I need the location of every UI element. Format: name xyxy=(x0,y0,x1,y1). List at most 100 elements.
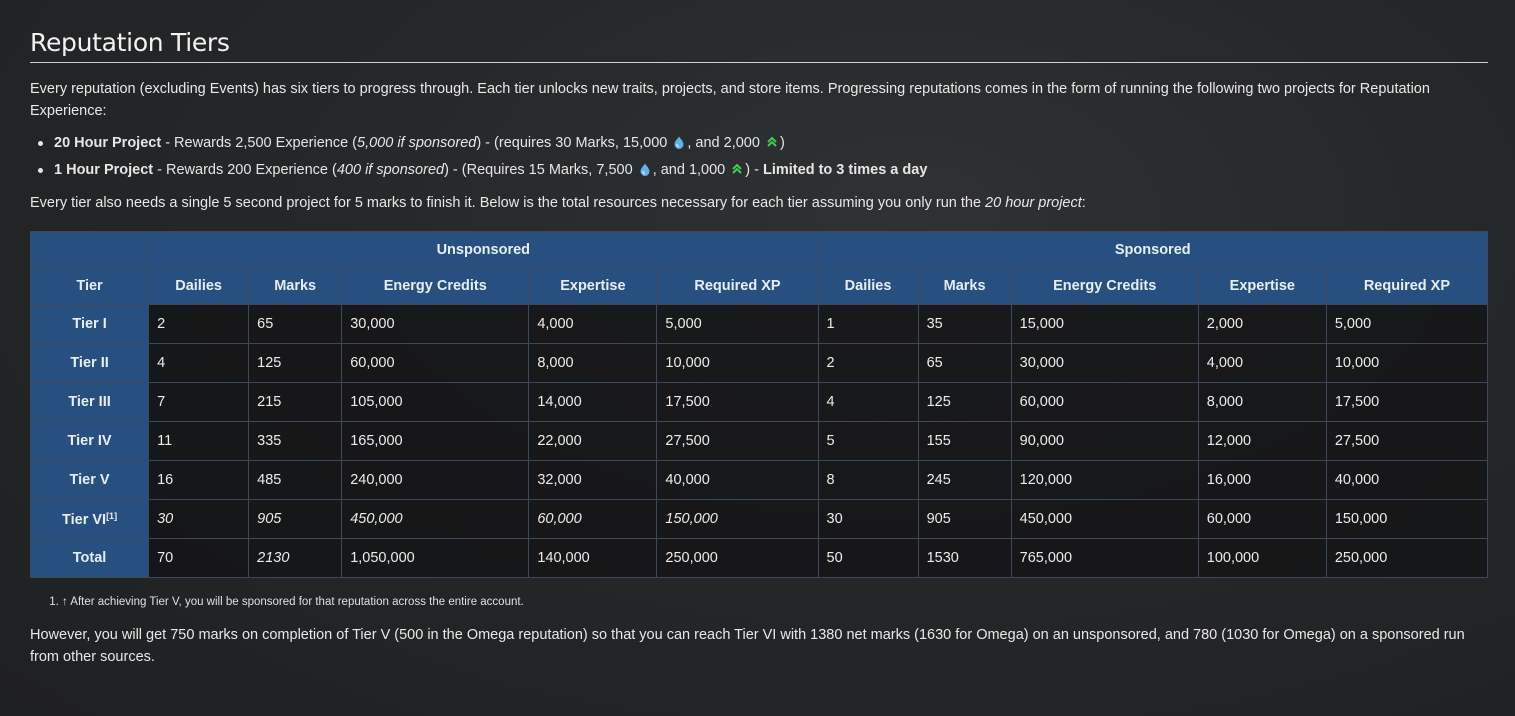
tier-note-paragraph: Every tier also needs a single 5 second … xyxy=(30,192,1488,214)
project-and: , and 1,000 xyxy=(652,162,730,178)
table-cell: 10,000 xyxy=(1325,343,1489,383)
table-cell: 765,000 xyxy=(1010,538,1199,578)
project-item-1-hour: 1 Hour Project - Rewards 200 Experience … xyxy=(38,157,1488,184)
footnote-ref[interactable]: [1] xyxy=(106,510,118,521)
column-header: Marks xyxy=(248,267,343,305)
table-cell: 250,000 xyxy=(1325,538,1489,578)
tier-label-text: Tier I xyxy=(72,316,107,332)
table-cell: 1530 xyxy=(917,538,1012,578)
table-cell: 155 xyxy=(917,421,1012,461)
tier-label: Tier III xyxy=(29,382,150,422)
table-cell: 35 xyxy=(917,304,1012,344)
project-name: 20 Hour Project xyxy=(54,135,162,151)
table-cell: 335 xyxy=(248,421,343,461)
table-cell: 27,500 xyxy=(1325,421,1489,461)
table-cell: 17,500 xyxy=(656,382,819,422)
tier-label-text: Tier V xyxy=(69,472,110,488)
tier-label: Tier I xyxy=(29,304,150,344)
table-cell: 5 xyxy=(817,421,919,461)
column-header: Marks xyxy=(917,267,1012,305)
table-cell: 60,000 xyxy=(1197,499,1327,539)
footnote-item: ↑ After achieving Tier V, you will be sp… xyxy=(62,594,1488,610)
project-requires: ) - (Requires 15 Marks, 7,500 xyxy=(444,162,637,178)
table-cell: 15,000 xyxy=(1010,304,1199,344)
table-cell: 32,000 xyxy=(528,460,658,500)
table-cell: 27,500 xyxy=(656,421,819,461)
table-cell: 14,000 xyxy=(528,382,658,422)
table-cell: 60,000 xyxy=(1010,382,1199,422)
table-cell: 4,000 xyxy=(528,304,658,344)
tier-label-text: Tier II xyxy=(70,355,109,371)
project-limit: Limited to 3 times a day xyxy=(763,162,928,178)
tier-label: Total xyxy=(29,538,150,578)
table-cell: 2130 xyxy=(248,538,343,578)
column-header: Energy Credits xyxy=(1010,267,1199,305)
project-close: ) xyxy=(779,135,785,151)
table-cell: 12,000 xyxy=(1197,421,1327,461)
intro-paragraph: Every reputation (excluding Events) has … xyxy=(30,81,1430,119)
tier-label-text: Tier IV xyxy=(67,433,112,449)
table-cell: 60,000 xyxy=(341,343,530,383)
table-cell: 5,000 xyxy=(1325,304,1489,344)
table-cell: 8,000 xyxy=(1197,382,1327,422)
table-cell: 165,000 xyxy=(341,421,530,461)
table-cell: 120,000 xyxy=(1010,460,1199,500)
column-header: Required XP xyxy=(1325,267,1489,305)
sponsored-header: Sponsored xyxy=(817,231,1489,268)
table-cell: 4 xyxy=(817,382,919,422)
project-rewards: - Rewards 200 Experience ( xyxy=(153,162,337,178)
table-cell: 240,000 xyxy=(341,460,530,500)
tier-label-text: Tier VI xyxy=(62,511,107,528)
table-cell: 50 xyxy=(817,538,919,578)
tier-note-emphasis: 20 hour project xyxy=(985,195,1082,211)
table-cell: 150,000 xyxy=(1325,499,1489,539)
section-heading: Reputation Tiers xyxy=(30,28,1488,63)
table-row: Tier VI[1] 30 905 450,000 60,000 150,000 30 905… xyxy=(29,499,1489,539)
table-cell: 125 xyxy=(248,343,343,383)
table-cell: 8,000 xyxy=(528,343,658,383)
unsponsored-header: Unsponsored xyxy=(148,231,819,268)
table-cell: 140,000 xyxy=(528,538,658,578)
table-cell: 30 xyxy=(148,499,250,539)
table-cell: 485 xyxy=(248,460,343,500)
column-header-row: Tier Dailies Marks Energy Credits Expert… xyxy=(29,267,1489,305)
table-cell: 2,000 xyxy=(1197,304,1327,344)
column-header: Expertise xyxy=(528,267,658,305)
table-cell: 30 xyxy=(817,499,919,539)
column-header: Required XP xyxy=(656,267,819,305)
project-item-20-hour: 20 Hour Project - Rewards 2,500 Experien… xyxy=(38,130,1488,157)
table-cell: 105,000 xyxy=(341,382,530,422)
tier-label: Tier V xyxy=(29,460,150,500)
table-cell: 250,000 xyxy=(656,538,819,578)
table-cell: 16 xyxy=(148,460,250,500)
footnotes-list: ↑ After achieving Tier V, you will be sp… xyxy=(62,594,1488,610)
group-header-row: Unsponsored Sponsored xyxy=(29,231,1489,268)
table-cell: 1 xyxy=(817,304,919,344)
energy-credit-icon xyxy=(673,132,685,149)
expertise-icon xyxy=(731,158,743,174)
project-sponsored: 5,000 if sponsored xyxy=(357,135,477,151)
project-rewards: - Rewards 2,500 Experience ( xyxy=(161,135,358,151)
table-cell: 4 xyxy=(148,343,250,383)
table-cell: 5,000 xyxy=(656,304,819,344)
table-cell: 65 xyxy=(248,304,343,344)
table-cell: 70 xyxy=(148,538,250,578)
tier-note-text: Every tier also needs a single 5 second … xyxy=(30,195,986,211)
table-row: Tier I 2 65 30,000 4,000 5,000 1 35 15,000 2,000 5… xyxy=(29,304,1489,344)
table-cell: 30,000 xyxy=(341,304,530,344)
column-header: Dailies xyxy=(817,267,919,305)
outro-paragraph: However, you will get 750 marks on compl… xyxy=(30,627,1465,665)
column-header: Expertise xyxy=(1197,267,1327,305)
project-and: , and 2,000 xyxy=(687,135,764,151)
table-cell: 40,000 xyxy=(656,460,819,500)
table-cell: 4,000 xyxy=(1197,343,1327,383)
project-close: ) - xyxy=(745,162,763,178)
table-cell: 65 xyxy=(917,343,1012,383)
column-header: Energy Credits xyxy=(341,267,530,305)
table-cell: 2 xyxy=(817,343,919,383)
table-row: Total 70 2130 1,050,000 140,000 250,000 50 1530… xyxy=(29,538,1489,578)
tiers-table-body: Tier I 2 65 30,000 4,000 5,000 1 35 15,000 2,000 5… xyxy=(29,304,1489,578)
tiers-table: Unsponsored Sponsored Tier Dailies Marks… xyxy=(29,231,1489,578)
column-header: Tier xyxy=(29,267,150,305)
tier-label-text: Total xyxy=(72,550,107,566)
